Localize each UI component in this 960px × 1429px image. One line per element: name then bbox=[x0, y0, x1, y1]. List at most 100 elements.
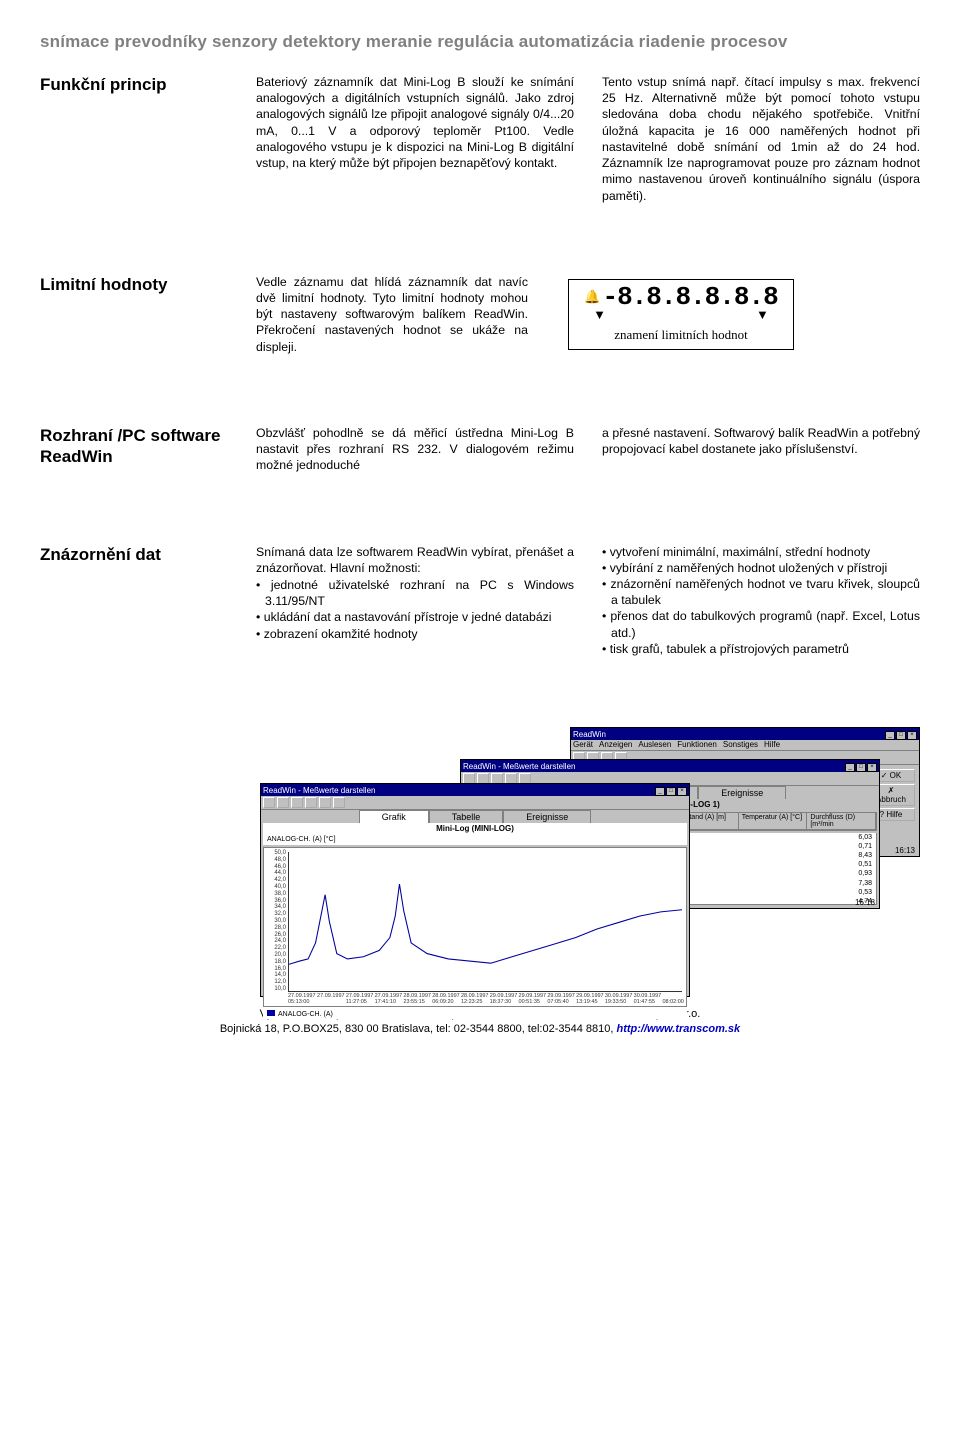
maximize-icon[interactable]: □ bbox=[856, 763, 866, 772]
bullet-item: ukládání dat a nastavování přístroje v j… bbox=[256, 609, 574, 625]
close-icon[interactable]: × bbox=[867, 763, 877, 772]
y-tick: 42,0 bbox=[266, 877, 286, 883]
menu-bar[interactable]: Gerät Anzeigen Auslesen Funktionen Sonstiges… bbox=[571, 740, 919, 751]
down-triangle-icon: ▼ bbox=[593, 308, 606, 321]
y-tick: 14,0 bbox=[266, 972, 286, 978]
bullet-item: jednotné uživatelské rozhraní na PC s Wi… bbox=[256, 577, 574, 609]
section-heading: Rozhraní /PC software ReadWin bbox=[40, 425, 240, 468]
toolbar-button[interactable] bbox=[291, 797, 303, 808]
toolbar-button[interactable] bbox=[305, 797, 317, 808]
status-clock: 16:18 bbox=[855, 898, 875, 907]
x-tick: 29.09.199718:37:30 bbox=[490, 993, 518, 1005]
body-text: Bateriový záznamník dat Mini-Log B slouž… bbox=[256, 74, 574, 204]
figure-caption: znamení limitních hodnot bbox=[579, 327, 783, 343]
window-title: ReadWin - Meßwerte darstellen bbox=[463, 762, 575, 771]
y-tick: 50,0 bbox=[266, 850, 286, 856]
minimize-icon[interactable]: _ bbox=[885, 731, 895, 740]
tab-tabelle[interactable]: Tabelle bbox=[429, 810, 504, 823]
toolbar-button[interactable] bbox=[333, 797, 345, 808]
menu-item[interactable]: Anzeigen bbox=[599, 740, 632, 749]
body-text: Tento vstup snímá např. čítací impulsy s… bbox=[602, 74, 920, 204]
body-text: Snímaná data lze softwarem ReadWin vybír… bbox=[256, 544, 574, 576]
window-title: ReadWin - Meßwerte darstellen bbox=[263, 786, 375, 795]
x-tick: 28.09.199712:23:25 bbox=[461, 993, 489, 1005]
y-tick: 28,0 bbox=[266, 925, 286, 931]
status-clock: 16:13 bbox=[895, 846, 915, 855]
body-text: Obzvlášť pohodlně se dá měřicí ústředna … bbox=[256, 425, 574, 474]
section-znazorneni-dat: Znázornění dat Snímaná data lze software… bbox=[40, 544, 920, 658]
y-axis-label: ANALOG-CH. (A) [°C] bbox=[263, 834, 687, 845]
toolbar-button[interactable] bbox=[277, 797, 289, 808]
line-chart: 50,048,046,044,042,040,038,036,034,032,0… bbox=[263, 847, 687, 1007]
toolbar-button[interactable] bbox=[319, 797, 331, 808]
footer-text: Bojnická 18, P.O.BOX25, 830 00 Bratislav… bbox=[220, 1023, 617, 1035]
bullet-item: vytvoření minimální, maximální, střední … bbox=[602, 544, 920, 560]
x-tick: 27.09.199717:41:10 bbox=[375, 993, 403, 1005]
bullet-item: tisk grafů, tabulek a přístrojových para… bbox=[602, 641, 920, 657]
y-tick: 44,0 bbox=[266, 870, 286, 876]
y-tick: 46,0 bbox=[266, 864, 286, 870]
page-top-header: snímace prevodníky senzory detektory mer… bbox=[40, 32, 920, 52]
x-tick: 30.09.199719:33:50 bbox=[605, 993, 633, 1005]
y-tick: 48,0 bbox=[266, 857, 286, 863]
menu-item[interactable]: Gerät bbox=[573, 740, 593, 749]
x-tick: 08:02:00 bbox=[662, 993, 683, 1005]
y-tick: 20,0 bbox=[266, 952, 286, 958]
x-tick: 28.09.199723:55:15 bbox=[403, 993, 431, 1005]
lcd-digits: -8.8.8.8.8.8 bbox=[602, 284, 777, 310]
toolbar bbox=[261, 796, 689, 810]
lcd-display-figure: 🔔 -8.8.8.8.8.8 ▼ ▼ znamení limitních hod… bbox=[568, 279, 794, 350]
bullet-item: vybírání z naměřených hodnot uložených v… bbox=[602, 560, 920, 576]
menu-item[interactable]: Auslesen bbox=[638, 740, 671, 749]
close-icon[interactable]: × bbox=[677, 787, 687, 796]
window-readwin-chart: ReadWin - Meßwerte darstellen _□× GrafikT… bbox=[260, 783, 690, 997]
y-tick: 22,0 bbox=[266, 945, 286, 951]
y-tick: 26,0 bbox=[266, 932, 286, 938]
down-triangle-icon: ▼ bbox=[756, 308, 769, 321]
y-tick: 10,0 bbox=[266, 986, 286, 992]
minimize-icon[interactable]: _ bbox=[655, 787, 665, 796]
menu-item[interactable]: Funktionen bbox=[677, 740, 717, 749]
toolbar-button[interactable] bbox=[263, 797, 275, 808]
bullet-item: přenos dat do tabulkových programů (např… bbox=[602, 608, 920, 640]
x-tick: 28.09.199706:09:20 bbox=[432, 993, 460, 1005]
section-rozhrani-readwin: Rozhraní /PC software ReadWin Obzvlášť p… bbox=[40, 425, 920, 474]
tab-ereignisse[interactable]: Ereignisse bbox=[698, 786, 786, 799]
maximize-icon[interactable]: □ bbox=[666, 787, 676, 796]
footer-url: http://www.transcom.sk bbox=[617, 1023, 741, 1035]
y-tick: 18,0 bbox=[266, 959, 286, 965]
close-icon[interactable]: × bbox=[907, 731, 917, 740]
tab-grafik[interactable]: Grafik bbox=[359, 810, 429, 823]
tab-ereignisse[interactable]: Ereignisse bbox=[503, 810, 591, 823]
menu-item[interactable]: Hilfe bbox=[764, 740, 780, 749]
bullet-item: znázornění naměřených hodnot ve tvaru kř… bbox=[602, 576, 920, 608]
menu-item[interactable]: Sonstiges bbox=[723, 740, 758, 749]
bullet-item: zobrazení okamžité hodnoty bbox=[256, 626, 574, 642]
section-heading: Znázornění dat bbox=[40, 544, 240, 565]
x-tick: 29.09.199713:19:45 bbox=[576, 993, 604, 1005]
chart-legend: ANALOG-CH. (A) bbox=[278, 1011, 333, 1018]
section-funkcni-princip: Funkční princip Bateriový záznamník dat … bbox=[40, 74, 920, 204]
tab-strip: GrafikTabelleEreignisse bbox=[261, 810, 689, 823]
y-tick: 12,0 bbox=[266, 979, 286, 985]
column-header: Temperatur (A) [°C] bbox=[739, 813, 808, 829]
subtitle: Mini-Log (MINI-LOG) bbox=[263, 823, 687, 834]
column-header: Durchfluss (D) [m³/min bbox=[807, 813, 876, 829]
section-limitni-hodnoty: Limitní hodnoty Vedle záznamu dat hlídá … bbox=[40, 274, 920, 355]
maximize-icon[interactable]: □ bbox=[896, 731, 906, 740]
body-text: Vedle záznamu dat hlídá záznamník dat na… bbox=[256, 274, 528, 355]
section-heading: Funkční princip bbox=[40, 74, 240, 95]
minimize-icon[interactable]: _ bbox=[845, 763, 855, 772]
y-tick: 24,0 bbox=[266, 938, 286, 944]
y-tick: 34,0 bbox=[266, 904, 286, 910]
body-text: a přesné nastavení. Softwarový balík Rea… bbox=[602, 425, 920, 474]
section-heading: Limitní hodnoty bbox=[40, 274, 240, 295]
x-tick: 29.09.199707:05:40 bbox=[547, 993, 575, 1005]
y-tick: 36,0 bbox=[266, 898, 286, 904]
y-tick: 40,0 bbox=[266, 884, 286, 890]
y-tick: 30,0 bbox=[266, 918, 286, 924]
x-tick: 27.09.199711:27:05 bbox=[346, 993, 374, 1005]
software-screenshot-figure: ReadWin_□× GerätAnzeigenAuslesenFunktion… bbox=[260, 727, 920, 997]
x-tick: 30.09.199701:47:55 bbox=[634, 993, 662, 1005]
bell-icon: 🔔 bbox=[584, 290, 600, 303]
